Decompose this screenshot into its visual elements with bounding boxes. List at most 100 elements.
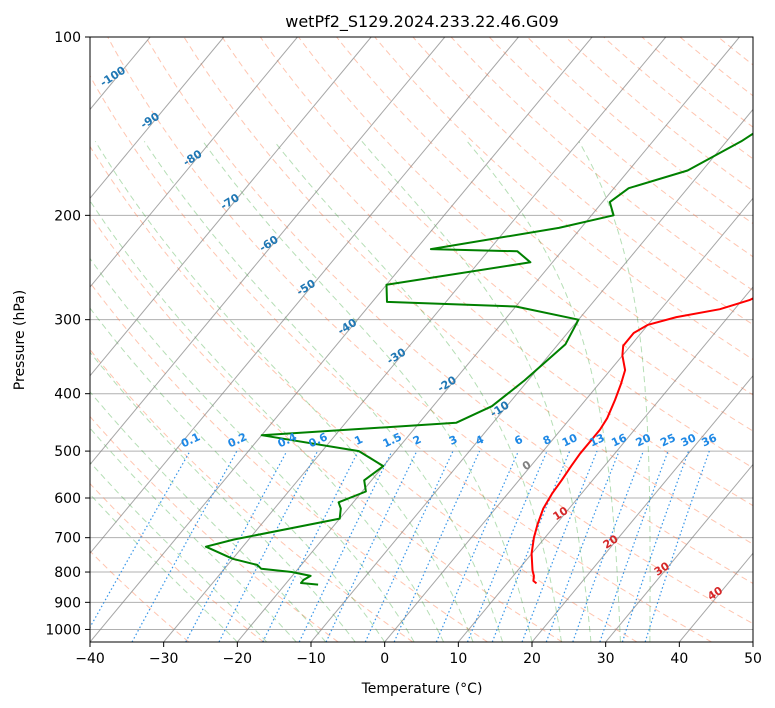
mixing-ratio-label: 10 [560,431,580,449]
dry-adiabat [221,37,753,507]
dry-adiabat [183,37,753,545]
x-tick-label: −10 [296,651,326,667]
plot-area [90,37,753,642]
mixing-ratio-line [466,450,548,642]
moist-adiabat [90,351,356,642]
mixing-ratio-line [491,450,571,642]
y-axis-label: Pressure (hPa) [12,290,28,390]
mixing-ratio-line [435,450,519,642]
y-tick-label: 200 [54,208,81,224]
dewpoint-profile-line [204,132,753,586]
mixing-ratio-lines [90,450,710,642]
y-axis-ticks: 100 200 300 400 500 600 700 800 900 1000 [45,30,90,638]
mixing-ratio-label: 36 [699,431,719,449]
dry-adiabat [90,415,339,642]
dry-adiabat [564,37,753,192]
isotherm [90,37,446,466]
moist-adiabat [90,307,386,642]
data-series [204,132,753,586]
x-tick-label: 20 [523,651,541,667]
moist-adiabat [90,391,327,642]
mixing-ratio-line [262,450,359,642]
isotherm [90,37,298,288]
dry-adiabat [603,37,753,160]
x-tick-label: 50 [744,651,762,667]
moist-adiabat [202,141,533,642]
isotherm [90,37,519,555]
pressure-gridlines [90,37,753,630]
isotherm [163,37,667,642]
mixing-ratio-line [545,450,620,642]
y-tick-label: 300 [54,313,81,329]
y-tick-label: 500 [54,444,81,460]
moist-adiabat [90,257,415,642]
x-axis-label: Temperature (°C) [361,681,483,697]
moist-adiabat [466,140,621,642]
dry-adiabat [145,37,753,584]
dry-adiabat [90,214,563,642]
moist-adiabat [90,461,268,642]
isotherm [236,37,740,642]
mixing-ratio-label: 25 [658,431,677,449]
dry-adiabats [90,37,753,642]
y-tick-label: 700 [54,531,81,547]
isotherm [605,463,753,642]
mixing-ratio-label: 16 [609,431,629,449]
x-axis-ticks: −40 −30 −20 −10 0 10 20 30 40 50 [75,642,762,667]
dry-adiabat [107,37,753,625]
dry-adiabat [90,281,488,642]
mixing-ratio-label: 20 [634,431,654,449]
isotherm [90,37,593,642]
moist-adiabat [94,141,474,642]
y-tick-label: 400 [54,387,81,403]
x-tick-label: −40 [75,651,105,667]
temperature-profile-line [530,297,753,585]
isotherm [90,37,225,200]
mixing-ratio-line [185,450,288,642]
dry-adiabat [412,37,753,326]
mixing-ratio-line [521,450,598,642]
dry-adiabat [335,37,753,396]
dry-adiabat [526,37,753,225]
dry-adiabat [90,482,264,642]
x-tick-label: 40 [670,651,688,667]
moist-adiabat [578,141,651,642]
moist-adiabat [143,141,503,642]
chart-title: wetPf2_S129.2024.233.22.46.G09 [285,12,559,32]
x-tick-label: 30 [597,651,615,667]
isotherms [90,37,753,642]
isotherm [531,374,753,642]
mixing-ratio-line [90,450,191,629]
mixing-ratio-line [131,450,238,642]
isotherm [457,286,753,642]
y-tick-label: 600 [54,491,81,507]
x-tick-label: −30 [149,651,179,667]
mixing-ratio-label: 30 [679,431,699,449]
x-tick-label: 0 [380,651,389,667]
mixing-ratio-line [621,450,690,642]
mixing-ratio-line [393,450,481,642]
moist-adiabat [90,427,297,642]
isotherm [384,197,753,642]
moist-adiabat [273,140,562,642]
isotherm [90,37,372,377]
moist-adiabat [361,140,592,642]
mixing-ratio-line [599,450,669,642]
moist-adiabat [90,493,238,642]
x-tick-label: 10 [449,651,467,667]
moist-adiabats [90,140,651,642]
x-tick-label: −20 [223,651,253,667]
dry-adiabat [259,37,753,469]
mixing-ratio-line [572,450,644,642]
dry-adiabat [90,74,712,642]
y-tick-label: 800 [54,565,81,581]
isotherm [310,108,753,642]
dry-adiabat [374,37,753,361]
y-tick-label: 100 [54,30,81,46]
dry-adiabat [90,145,638,642]
mixing-ratio-label: 13 [587,431,606,449]
y-tick-label: 900 [54,595,81,611]
plot-frame [89,36,754,643]
